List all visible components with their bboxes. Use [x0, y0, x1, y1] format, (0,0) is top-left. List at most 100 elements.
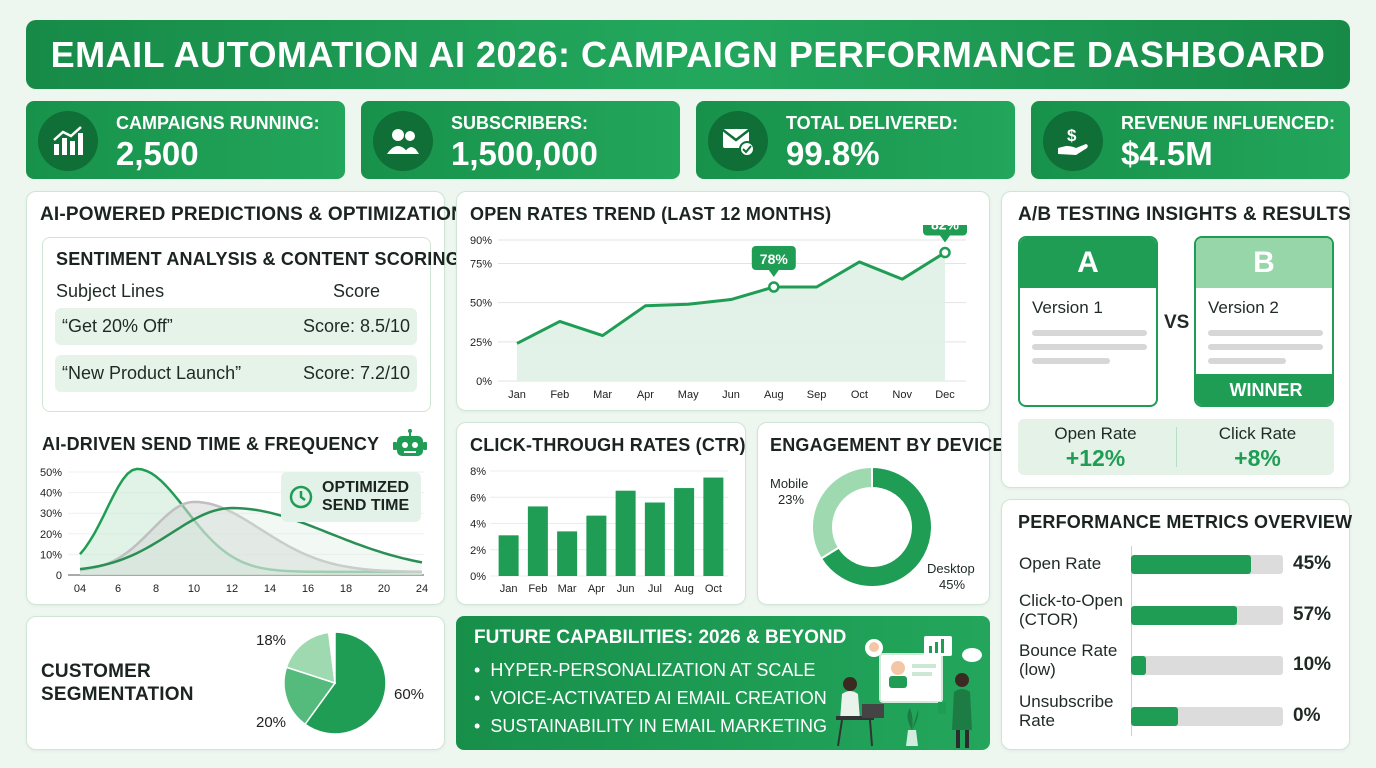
metric-label-line: Click-to-Open [1019, 591, 1123, 610]
sentiment-row: “Get 20% Off” Score: 8.5/10 [55, 308, 417, 345]
future-item: • VOICE-ACTIVATED AI EMAIL CREATION [474, 688, 827, 708]
metric-value: 10% [1293, 654, 1332, 675]
curve-fill [80, 508, 422, 575]
text-placeholder-line [1032, 330, 1147, 336]
x-tick-label: 12 [226, 583, 238, 595]
users-icon [373, 111, 433, 171]
pie-slice-label: 18% [256, 632, 286, 649]
x-tick-label: Jul [648, 583, 662, 595]
annotation-label: 82% [931, 225, 960, 233]
bar [615, 490, 636, 576]
metric-label-line: Unsubscribe [1019, 692, 1114, 711]
version-b-label: Version 2 [1208, 298, 1279, 317]
y-tick-label: 8% [470, 466, 486, 478]
donut-slice [811, 465, 873, 560]
x-tick-label: Nov [892, 389, 912, 401]
y-tick-label: 0% [476, 376, 492, 388]
x-tick-label: 04 [74, 583, 86, 595]
future-item: • HYPER-PERSONALIZATION AT SCALE [474, 660, 816, 680]
annotation-pointer [768, 270, 779, 277]
kpi-campaigns-value: 2,500 [116, 135, 199, 172]
desktop-value: 45% [939, 577, 966, 592]
pie-slice [283, 666, 337, 726]
x-tick-label: Jan [508, 389, 526, 401]
desktop-label: Desktop [927, 561, 975, 576]
metric-bar-fill [1131, 606, 1238, 625]
bar-chart-icon [38, 111, 98, 171]
kpi-campaigns-card: CAMPAIGNS RUNNING: 2,500 [26, 101, 345, 179]
metric-bar-fill [1131, 656, 1147, 675]
kpi-revenue-value: $4.5M [1121, 135, 1213, 172]
annotation-pointer [940, 235, 950, 243]
svg-text:$: $ [1067, 126, 1077, 145]
ab-title: A/B TESTING INSIGHTS & RESULTS [1018, 204, 1351, 225]
y-tick-label: 10% [40, 549, 62, 561]
annotation-box [751, 246, 796, 270]
segmentation-title-line-2: SEGMENTATION [41, 684, 194, 705]
y-tick-label: 75% [470, 259, 492, 271]
version-a-card: A Version 1 [1018, 236, 1158, 407]
device-donut-chart [811, 465, 933, 588]
kpi-subscribers-label: SUBSCRIBERS: [451, 113, 589, 133]
donut-slice [819, 465, 933, 588]
text-placeholder-line [1032, 344, 1147, 350]
x-tick-label: 6 [115, 583, 121, 595]
metric-bar-fill [1131, 555, 1252, 574]
winner-badge: WINNER [1196, 374, 1332, 405]
robot-icon [393, 429, 427, 466]
future-item-text: SUSTAINABILITY IN EMAIL MARKETING [490, 716, 828, 736]
version-b-letter: B [1196, 238, 1332, 288]
series-line [516, 251, 946, 345]
metric-label-line: (CTOR) [1019, 610, 1079, 629]
dashboard-title: EMAIL AUTOMATION AI 2026: CAMPAIGN PERFO… [26, 20, 1350, 89]
x-tick-label: 16 [302, 583, 314, 595]
bar [703, 477, 724, 576]
open-rates-title: OPEN RATES TREND (LAST 12 MONTHS) [470, 204, 832, 224]
x-tick-label: Aug [674, 583, 694, 595]
y-tick-label: 4% [470, 519, 486, 531]
metrics-axis-line [1131, 546, 1132, 736]
x-tick-label: Dec [935, 389, 955, 401]
curve-fill [80, 501, 422, 575]
vs-label: VS [1164, 312, 1190, 333]
kpi-revenue-label: REVENUE INFLUENCED: [1121, 113, 1336, 133]
sentiment-title: SENTIMENT ANALYSIS & CONTENT SCORING [56, 249, 460, 269]
metric-bar-track [1131, 606, 1283, 625]
x-tick-label: 20 [378, 583, 390, 595]
data-point [939, 246, 951, 259]
mail-check-icon [708, 111, 768, 171]
future-title: FUTURE CAPABILITIES: 2026 & BEYOND [474, 627, 847, 648]
x-tick-label: 10 [188, 583, 200, 595]
y-tick-label: 50% [40, 467, 62, 479]
bar [498, 535, 519, 576]
score-header: Score [333, 281, 381, 301]
y-tick-label: 6% [470, 492, 486, 504]
y-tick-label: 20% [40, 529, 62, 541]
metric-label: Unsubscribe Rate [1019, 692, 1114, 730]
version-b-card: B Version 2 WINNER [1194, 236, 1334, 407]
curve-line [79, 506, 423, 571]
kpi-subscribers-card: SUBSCRIBERS: 1,500,000 [361, 101, 680, 179]
segmentation-title-line-1: CUSTOMER [41, 661, 151, 682]
x-tick-label: Jun [722, 389, 740, 401]
bar [674, 488, 695, 576]
send-time-title: AI-DRIVEN SEND TIME & FREQUENCY [42, 434, 380, 454]
metric-bar-track [1131, 555, 1283, 574]
metric-label-line: Rate [1019, 711, 1055, 730]
future-item-text: HYPER-PERSONALIZATION AT SCALE [490, 660, 816, 680]
click-rate-lift: +8% [1234, 445, 1281, 471]
version-a-label: Version 1 [1032, 298, 1103, 317]
bar [586, 515, 607, 576]
future-capabilities-panel: FUTURE CAPABILITIES: 2026 & BEYOND • HYP… [456, 616, 990, 750]
data-point [768, 281, 780, 293]
x-tick-label: 14 [264, 583, 276, 595]
pie-slice [285, 631, 336, 685]
send-time-label: SEND TIME [322, 497, 410, 514]
annotation-label: 78% [760, 251, 789, 267]
annotation-box [923, 225, 967, 236]
metrics-title: PERFORMANCE METRICS OVERVIEW [1018, 512, 1353, 532]
open-rate-label: Open Rate [1054, 424, 1137, 443]
metric-label-line: Bounce Rate [1019, 641, 1118, 660]
sentiment-row: “New Product Launch” Score: 7.2/10 [55, 355, 417, 392]
clock-icon [289, 485, 313, 514]
